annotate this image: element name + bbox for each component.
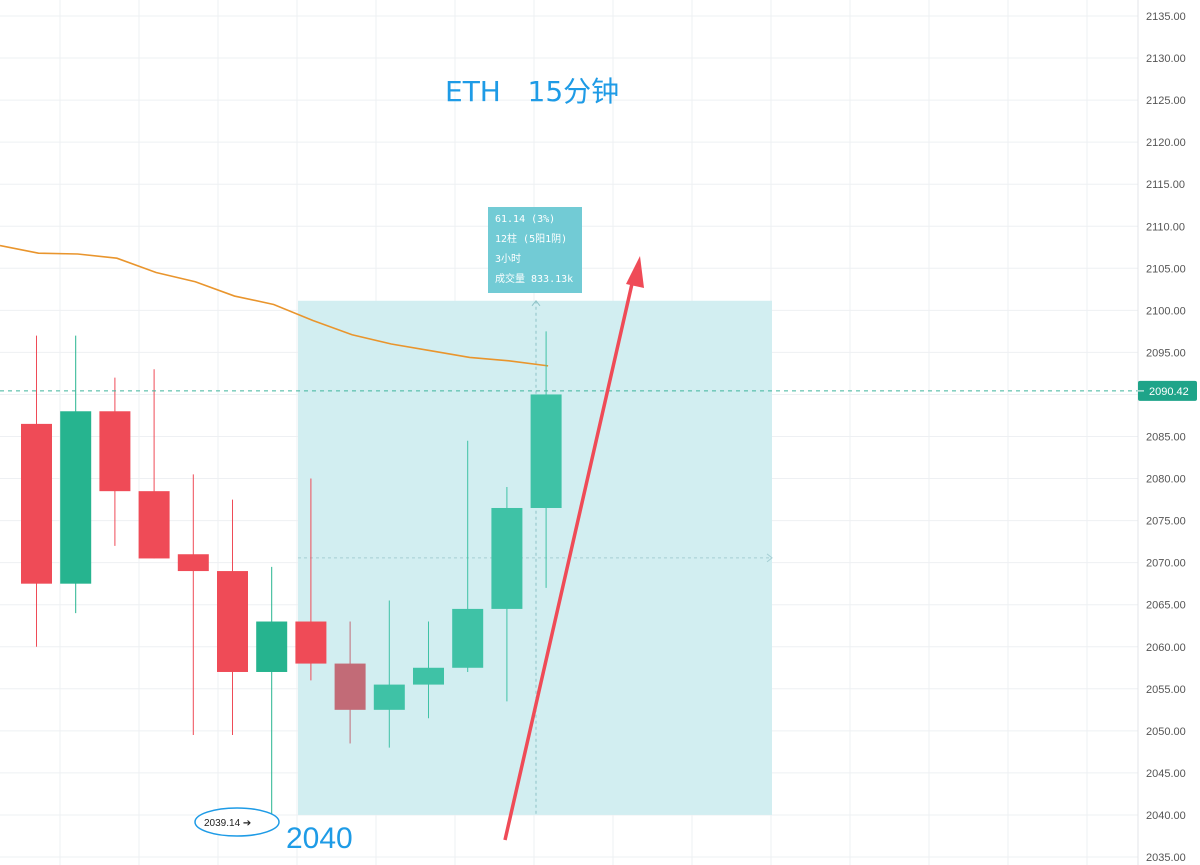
trend-arrow-shaft	[503, 274, 636, 841]
annotation-2040: 2040	[286, 822, 353, 855]
axis-background	[1138, 0, 1200, 865]
measure-info-line: 61.14 (3%)	[495, 214, 555, 225]
y-tick-label: 2050.00	[1146, 726, 1186, 738]
y-tick-label: 2045.00	[1146, 768, 1186, 780]
measure-info-box	[488, 207, 582, 293]
y-tick-label: 2070.00	[1146, 558, 1186, 570]
measure-arrow-right	[766, 553, 773, 563]
low-marker-ellipse	[194, 807, 280, 837]
candle-body	[530, 394, 562, 508]
candle-body	[295, 621, 327, 664]
y-tick-label: 2100.00	[1146, 305, 1186, 317]
low-price-label: 2039.14 ➔	[204, 818, 251, 829]
measure-zone	[298, 299, 773, 815]
y-tick-label: 2125.00	[1146, 95, 1186, 107]
candle-body	[138, 491, 170, 559]
y-tick-label: 2055.00	[1146, 684, 1186, 696]
y-tick-label: 2075.00	[1146, 516, 1186, 528]
measure-info-line: 12柱 (5阳1阴)	[495, 232, 567, 245]
y-tick-label: 2065.00	[1146, 600, 1186, 612]
candle-body	[373, 684, 405, 710]
candle-body	[21, 423, 52, 584]
current-price-value: 2090.42	[1149, 386, 1189, 398]
candle-body	[99, 411, 131, 492]
y-tick-label: 2035.00	[1146, 852, 1186, 864]
candle-body	[334, 663, 366, 710]
y-tick-label: 2080.00	[1146, 474, 1186, 486]
candle-body	[177, 554, 209, 572]
y-tick-label: 2120.00	[1146, 137, 1186, 149]
y-tick-label: 2105.00	[1146, 263, 1186, 275]
candle-body	[491, 507, 523, 609]
price-axis[interactable]: 2135.00 2130.00 2125.00 2120.00 2115.00 2110.…	[1137, 0, 1200, 865]
ma-line	[0, 244, 549, 367]
y-tick-label: 2085.00	[1146, 432, 1186, 444]
candles	[21, 331, 562, 823]
candle-body	[452, 608, 484, 668]
candle-body	[60, 411, 92, 584]
candle-body	[256, 621, 288, 672]
trend-arrow-head	[626, 256, 644, 288]
candle-body	[217, 571, 248, 672]
measure-info-line: 3小时	[495, 253, 521, 265]
current-price-tag	[1138, 380, 1197, 401]
y-tick-label: 2110.00	[1146, 221, 1185, 233]
measure-arrow-up	[531, 299, 541, 307]
measure-info-line: 成交量 833.13k	[495, 272, 573, 285]
y-tick-label: 2095.00	[1146, 347, 1186, 359]
moving-average	[0, 244, 549, 367]
candle-body	[413, 667, 444, 685]
y-tick-label: 2130.00	[1146, 53, 1186, 65]
y-tick-label: 2040.00	[1146, 810, 1186, 822]
y-tick-label: 2060.00	[1146, 642, 1186, 654]
y-tick-label: 2115.00	[1146, 179, 1185, 191]
chart-title: ETH 15分钟	[445, 75, 619, 108]
y-tick-label: 2135.00	[1146, 11, 1186, 23]
